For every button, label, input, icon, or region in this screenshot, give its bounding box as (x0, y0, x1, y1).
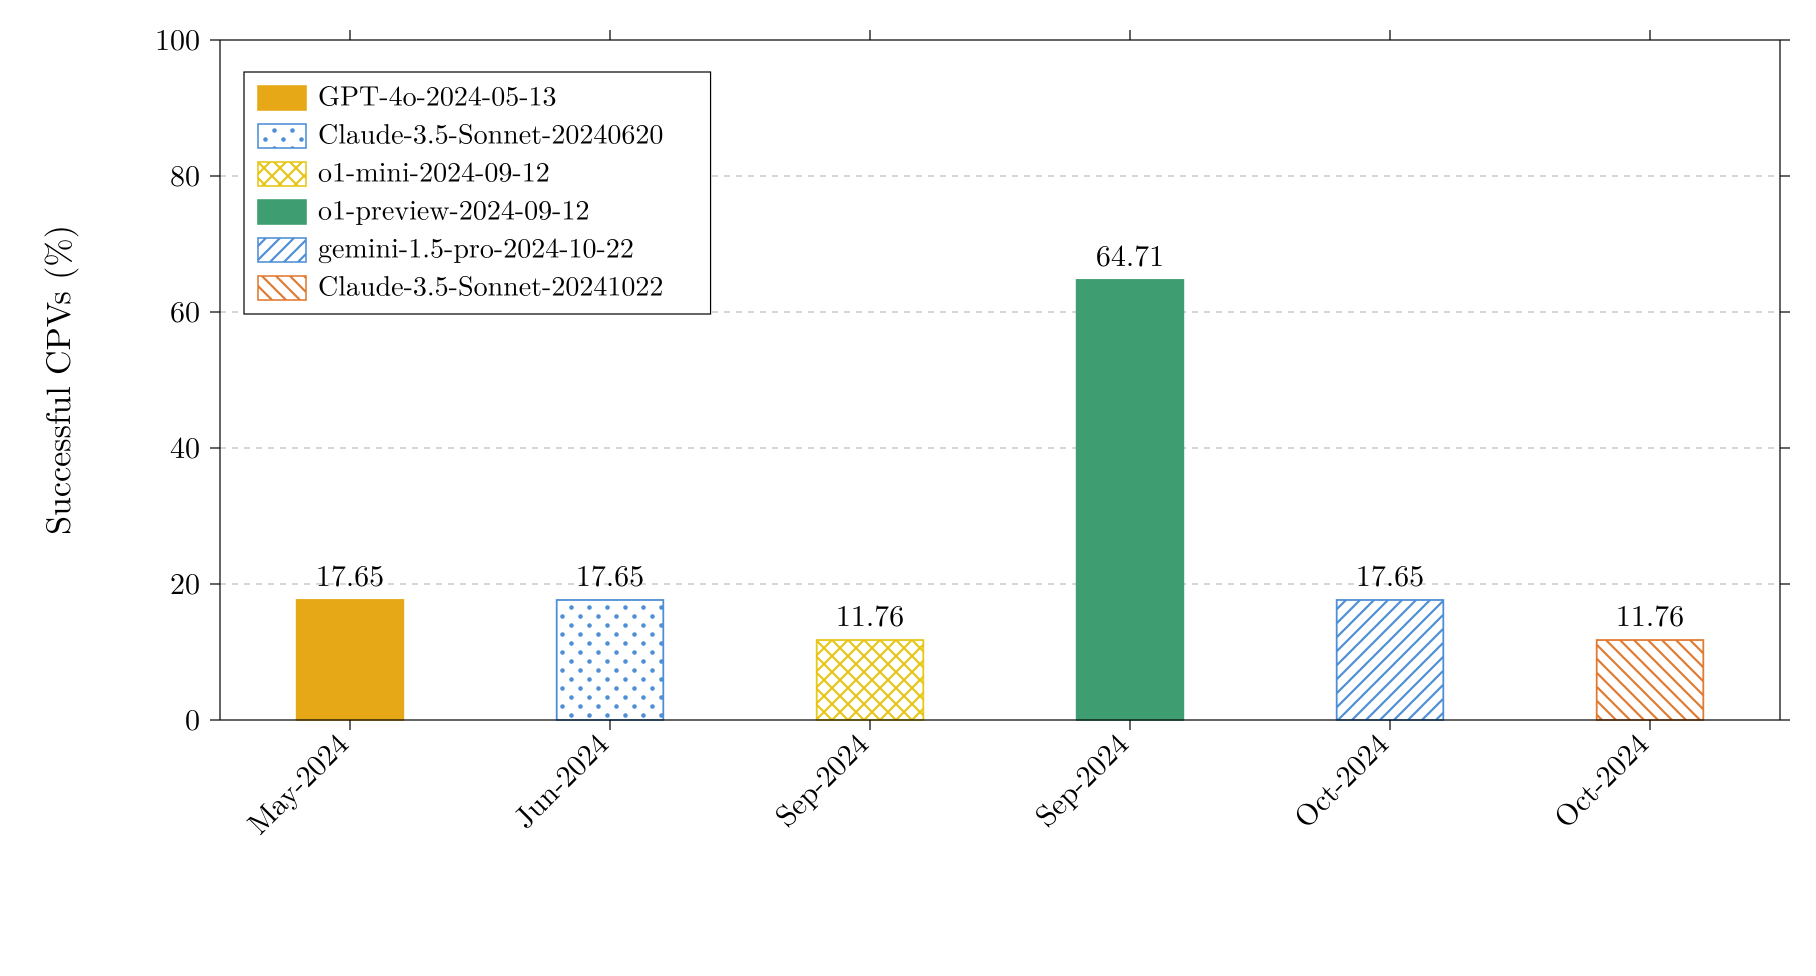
x-tick-label: Oct-2024 (1542, 722, 1656, 836)
legend-label: GPT-4o-2024-05-13 (318, 75, 557, 115)
chart-svg: 17.65 17.65 11.76 64.71 17.65 11.76 0 20 40 60 80 1… (0, 0, 1816, 976)
bar: 64.71 (1077, 232, 1184, 720)
x-tick-label: Sep-2024 (1023, 722, 1136, 835)
legend-label: gemini-1.5-pro-2024-10-22 (318, 227, 634, 267)
legend-swatch (258, 162, 306, 186)
y-axis-label: Successful CPVs (%) (32, 225, 80, 535)
y-tick-label: 40 (170, 424, 200, 467)
x-tick-label: Sep-2024 (763, 722, 876, 835)
y-tick-label: 0 (185, 696, 200, 739)
legend-label: o1-preview-2024-09-12 (318, 189, 590, 229)
legend-swatch (258, 86, 306, 110)
legend-label: Claude-3.5-Sonnet-20240620 (318, 113, 663, 153)
y-tick-label: 60 (170, 288, 200, 331)
bar-value-label: 17.65 (316, 552, 384, 595)
legend: GPT-4o-2024-05-13Claude-3.5-Sonnet-20240… (244, 72, 711, 314)
y-tick-label: 100 (155, 16, 200, 59)
x-tick-label: Oct-2024 (1282, 722, 1396, 836)
y-tick-label: 20 (170, 560, 200, 603)
y-tick-label: 80 (170, 152, 200, 195)
x-tick-label: May-2024 (236, 722, 357, 843)
bar-value-label: 11.76 (836, 592, 904, 635)
legend-label: o1-mini-2024-09-12 (318, 151, 550, 191)
x-tick-label: Jun-2024 (502, 722, 616, 836)
legend-swatch (258, 238, 306, 262)
legend-swatch (258, 276, 306, 300)
bar-value-label: 17.65 (576, 552, 644, 595)
legend-label: Claude-3.5-Sonnet-20241022 (318, 265, 663, 305)
legend-swatch (258, 200, 306, 224)
bar-value-label: 64.71 (1096, 232, 1164, 275)
bar-value-label: 17.65 (1356, 552, 1424, 595)
bar-chart: 17.65 17.65 11.76 64.71 17.65 11.76 0 20 40 60 80 1… (0, 0, 1816, 976)
legend-swatch (258, 124, 306, 148)
bar-value-label: 11.76 (1616, 592, 1684, 635)
